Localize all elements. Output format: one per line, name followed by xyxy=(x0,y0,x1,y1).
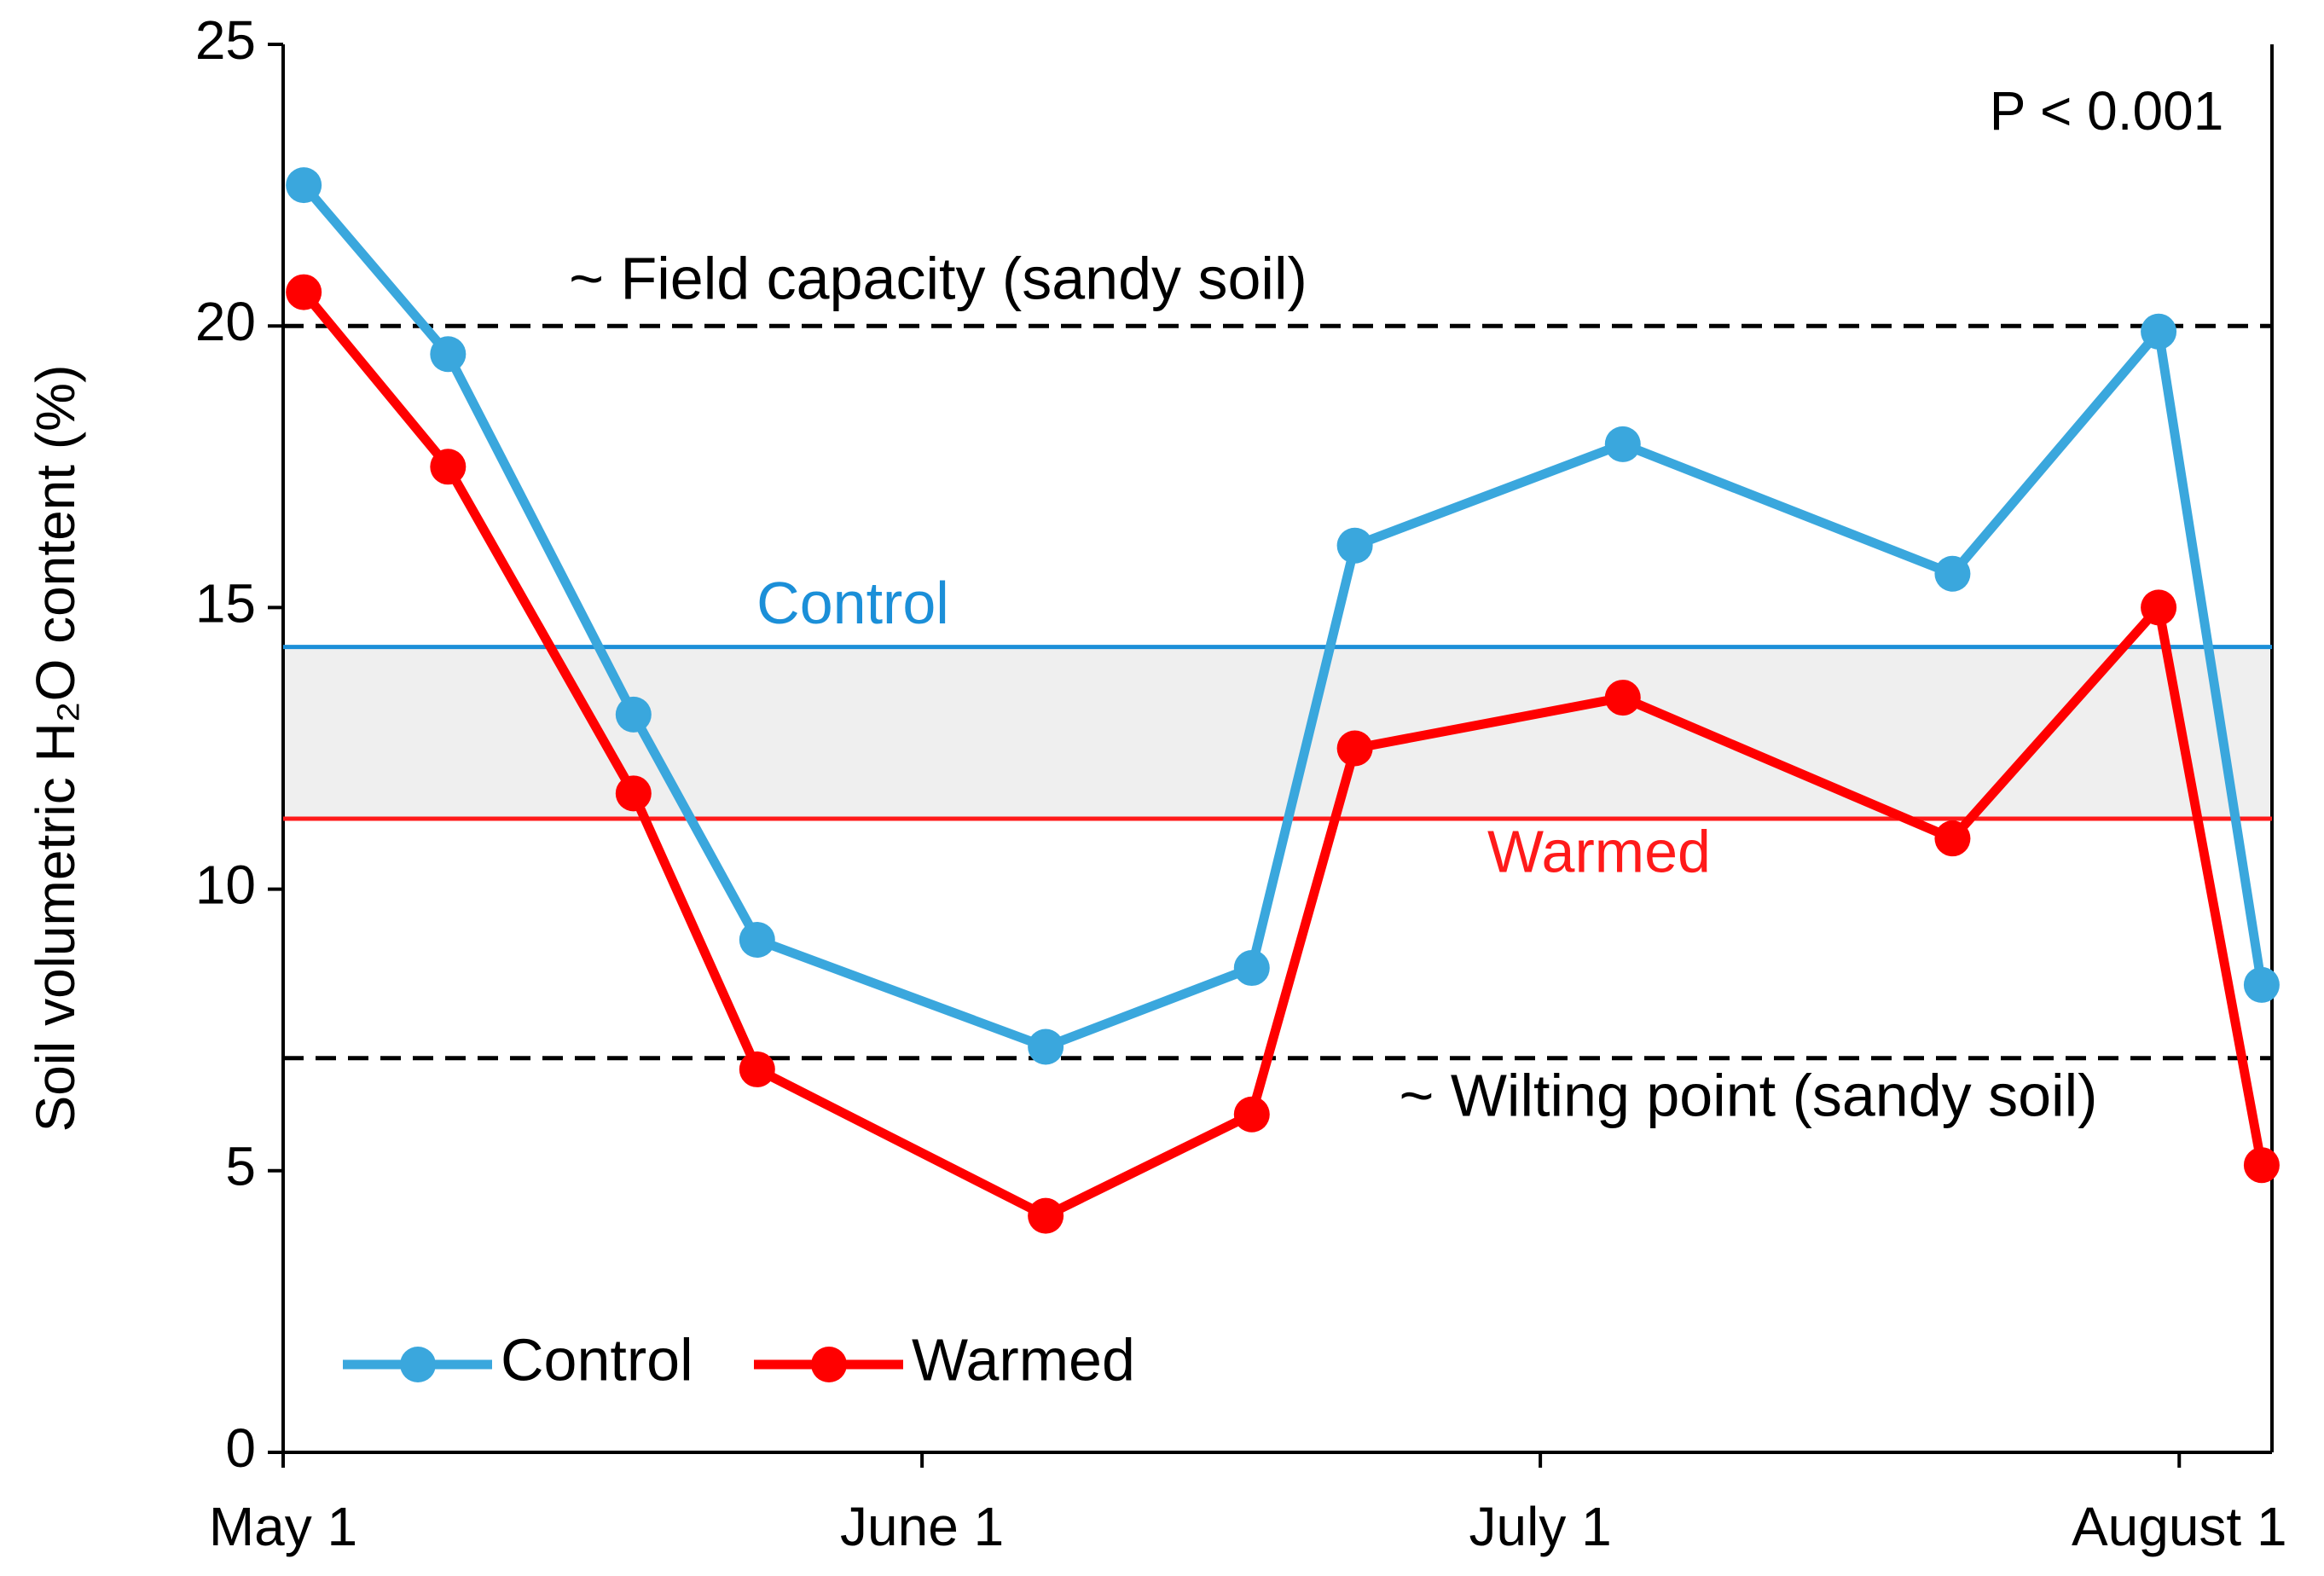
series-marker xyxy=(2243,1147,2280,1184)
series-marker xyxy=(2141,313,2177,350)
series-marker xyxy=(2141,589,2177,626)
series-marker xyxy=(1934,820,1971,857)
series-marker xyxy=(2243,966,2280,1003)
mean-label: Warmed xyxy=(1487,819,1711,885)
x-tick-label: July 1 xyxy=(1469,1496,1612,1557)
x-tick-label: June 1 xyxy=(840,1496,1004,1557)
x-tick-label: August 1 xyxy=(2072,1496,2287,1557)
series-marker xyxy=(430,336,467,373)
y-tick-label: 0 xyxy=(225,1417,256,1479)
series-marker xyxy=(1028,1197,1064,1234)
series-marker xyxy=(1336,527,1373,564)
y-tick-label: 20 xyxy=(195,291,256,352)
reference-label: ~ Field capacity (sandy soil) xyxy=(569,245,1307,311)
legend-label: Control xyxy=(501,1326,693,1393)
mean-band xyxy=(283,646,2272,820)
y-tick-label: 10 xyxy=(195,855,256,916)
series-marker xyxy=(1028,1028,1064,1065)
mean-label: Control xyxy=(756,570,949,636)
series-marker xyxy=(286,274,322,310)
series-line xyxy=(299,182,2267,1052)
series-marker xyxy=(615,775,652,812)
series-marker xyxy=(1233,950,1270,987)
series-marker xyxy=(1233,1096,1270,1133)
reference-label: ~ Wilting point (sandy soil) xyxy=(1400,1062,2098,1128)
series-marker xyxy=(1336,730,1373,767)
series-marker xyxy=(1934,555,1971,592)
y-tick-label: 5 xyxy=(225,1136,256,1197)
y-tick-label: 15 xyxy=(195,572,256,634)
series-marker xyxy=(1604,680,1641,716)
series-marker xyxy=(615,696,652,733)
y-axis-label: Soil volumetric H₂O content (%) xyxy=(25,365,86,1133)
series-marker xyxy=(1604,426,1641,462)
series-marker xyxy=(286,167,322,204)
y-tick-label: 25 xyxy=(195,9,256,71)
legend-marker xyxy=(400,1347,436,1382)
series-marker xyxy=(430,449,467,485)
series-marker xyxy=(739,1051,775,1087)
annotation: P < 0.001 xyxy=(1990,80,2224,142)
legend-label: Warmed xyxy=(912,1326,1135,1393)
legend-marker xyxy=(811,1347,847,1382)
series-marker xyxy=(739,922,775,959)
x-tick-label: May 1 xyxy=(209,1496,357,1557)
